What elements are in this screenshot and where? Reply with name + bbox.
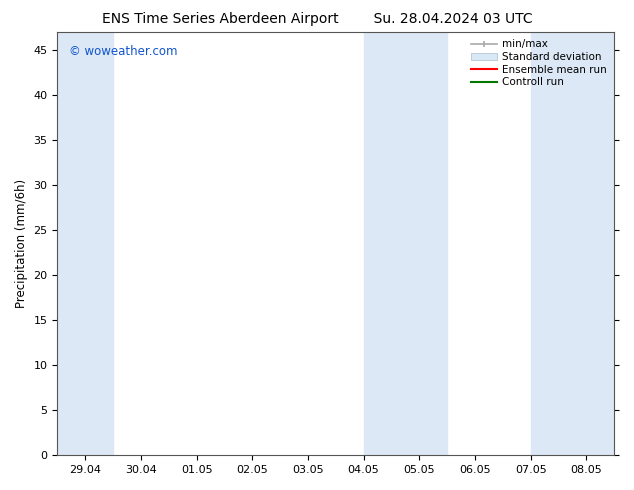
Text: © woweather.com: © woweather.com	[68, 45, 177, 58]
Bar	[364, 32, 447, 455]
Y-axis label: Precipitation (mm/6h): Precipitation (mm/6h)	[15, 179, 28, 308]
Bar	[58, 32, 113, 455]
Legend: min/max, Standard deviation, Ensemble mean run, Controll run: min/max, Standard deviation, Ensemble me…	[469, 37, 609, 89]
Text: ENS Time Series Aberdeen Airport        Su. 28.04.2024 03 UTC: ENS Time Series Aberdeen Airport Su. 28.…	[101, 12, 533, 26]
Bar	[531, 32, 614, 455]
